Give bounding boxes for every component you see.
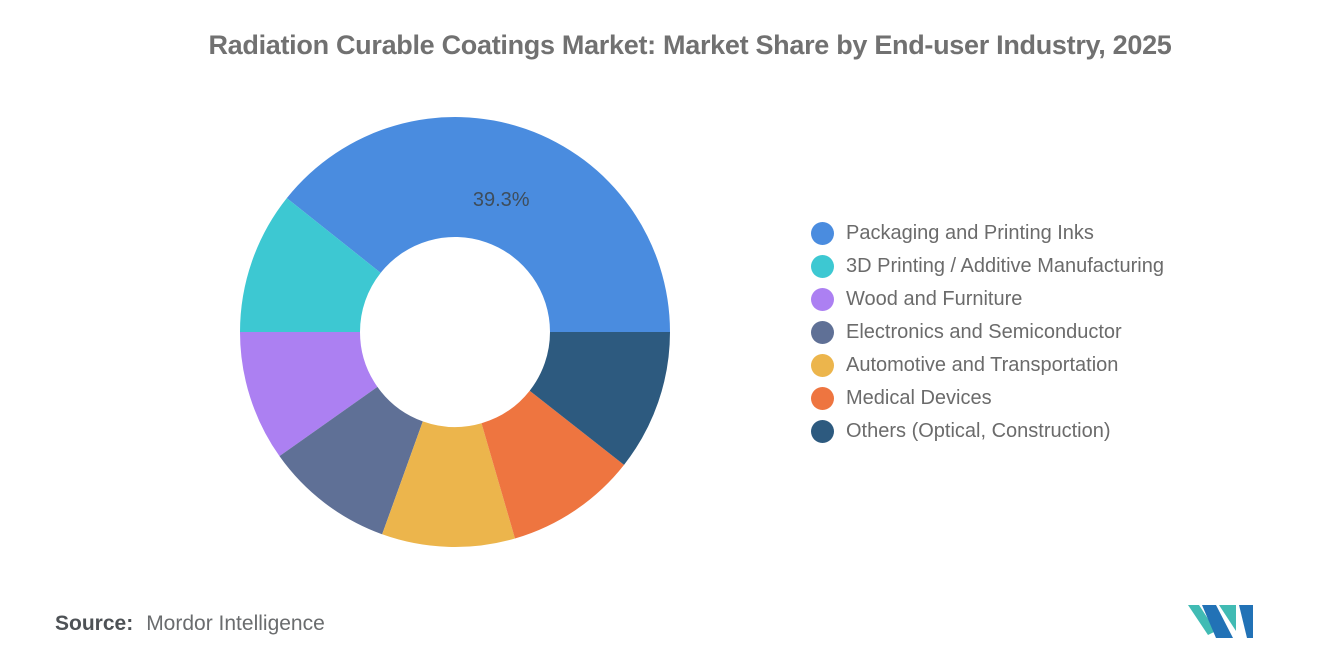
chart-legend: Packaging and Printing Inks 3D Printing /… [811,217,1164,448]
pie-slice-7[interactable] [529,332,670,465]
source-label: Source: [55,612,134,635]
legend-swatch [811,354,834,377]
source-line: Source: Mordor Intelligence [55,612,325,636]
legend-item-4[interactable]: Electronics and Semiconductor [811,316,1164,349]
legend-label: Others (Optical, Construction) [846,420,1111,442]
logo-blue-band [1202,605,1233,638]
legend-swatch [811,387,834,410]
legend-item-2[interactable]: 3D Printing / Additive Manufacturing [811,250,1164,283]
legend-label: Wood and Furniture [846,288,1023,310]
legend-label: Automotive and Transportation [846,354,1119,376]
legend-label: 3D Printing / Additive Manufacturing [846,255,1164,277]
legend-swatch [811,420,834,443]
chart-title: Radiation Curable Coatings Market: Marke… [208,30,1172,60]
legend-item-3[interactable]: Wood and Furniture [811,283,1164,316]
slice-value-label: 39.3% [473,189,530,211]
logo-teal-band [1188,605,1216,635]
logo-teal-triangle [1219,605,1236,631]
legend-swatch [811,321,834,344]
legend-swatch [811,288,834,311]
pie-slice-2[interactable] [240,198,381,332]
source-text: Mordor Intelligence [146,612,325,635]
pie-slice-3[interactable] [240,332,378,457]
mordor-intelligence-logo [1188,605,1253,638]
legend-item-1[interactable]: Packaging and Printing Inks [811,217,1164,250]
legend-label: Packaging and Printing Inks [846,222,1094,244]
pie-slice-5[interactable] [382,421,515,547]
legend-item-5[interactable]: Automotive and Transportation [811,349,1164,382]
legend-swatch [811,222,834,245]
pie-slice-6[interactable] [481,390,625,539]
logo-blue-bar [1239,605,1253,638]
legend-label: Medical Devices [846,387,992,409]
pie-slice-4[interactable] [279,386,423,535]
legend-item-6[interactable]: Medical Devices [811,382,1164,415]
legend-swatch [811,255,834,278]
donut-chart: 39.3% [240,117,670,547]
legend-item-7[interactable]: Others (Optical, Construction) [811,415,1164,448]
pie-slice-1[interactable] [286,117,670,332]
legend-label: Electronics and Semiconductor [846,321,1122,343]
